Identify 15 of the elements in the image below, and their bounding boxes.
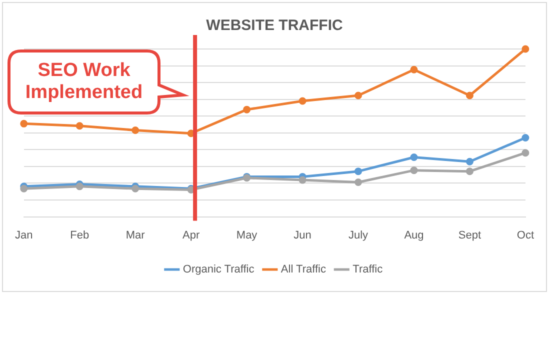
ref-line-label: SEO Work Implemented [25, 60, 143, 104]
x-tick-label: Feb [70, 229, 90, 242]
x-tick-label: May [236, 229, 258, 242]
x-tick-label: Apr [182, 229, 200, 242]
x-tick-label: Jan [14, 229, 33, 242]
legend-label: All Traffic [280, 264, 326, 276]
legend-label: Traffic [352, 264, 384, 276]
x-tick-label: Mar [126, 229, 146, 242]
x-tick-label: July [348, 229, 369, 242]
x-tick-label: Sept [458, 229, 482, 242]
chart-title: WEBSITE TRAFFIC [206, 17, 343, 34]
legend-label: Organic Traffic [182, 264, 255, 276]
x-tick-label: Jun [294, 229, 312, 242]
x-tick-label: Aug [404, 229, 424, 242]
x-tick-label: Oct [516, 229, 534, 242]
